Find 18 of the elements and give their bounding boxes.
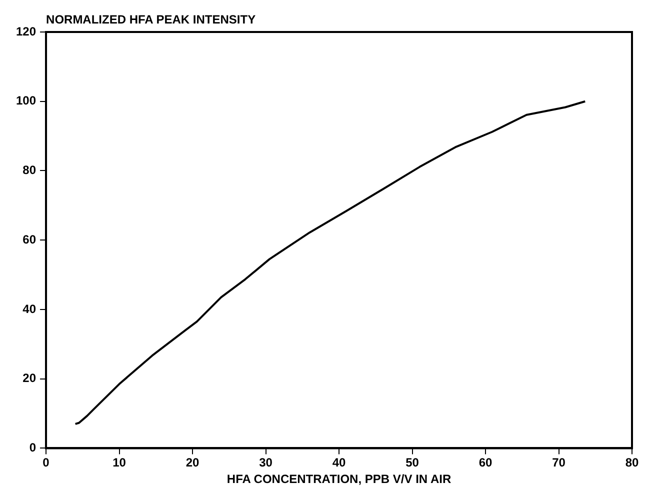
y-axis-title: NORMALIZED HFA PEAK INTENSITY bbox=[46, 12, 256, 26]
y-tick-label: 120 bbox=[16, 24, 36, 38]
x-tick-label: 70 bbox=[552, 456, 566, 470]
x-tick-label: 10 bbox=[112, 456, 126, 470]
x-axis-title: HFA CONCENTRATION, PPB V/V IN AIR bbox=[226, 472, 452, 486]
x-tick-label: 60 bbox=[478, 456, 492, 470]
y-tick-label: 0 bbox=[29, 440, 36, 455]
y-tick-label: 60 bbox=[22, 232, 36, 246]
y-tick-label: 20 bbox=[22, 371, 36, 386]
x-tick-label: 40 bbox=[332, 456, 346, 470]
x-tick-label: 50 bbox=[406, 456, 420, 470]
x-tick-label: 20 bbox=[186, 456, 200, 470]
y-tick-label: 100 bbox=[16, 94, 36, 108]
y-tick-label: 40 bbox=[22, 302, 36, 316]
x-tick-label: 0 bbox=[42, 456, 50, 470]
x-tick-label: 80 bbox=[625, 456, 639, 470]
y-tick-label: 80 bbox=[22, 163, 36, 178]
x-tick-label: 30 bbox=[259, 456, 273, 470]
